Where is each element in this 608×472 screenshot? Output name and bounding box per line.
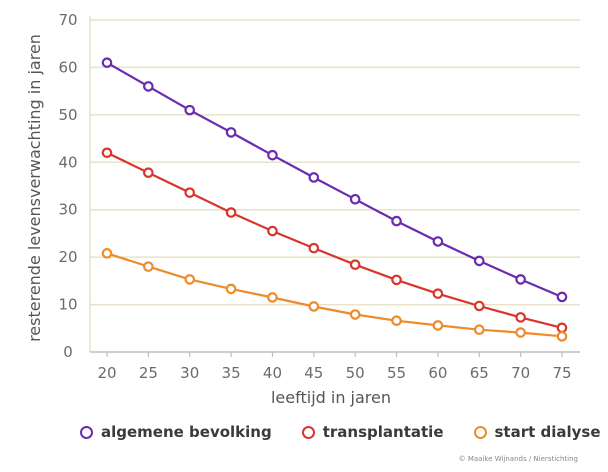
y-tick-label: 0 [63, 343, 73, 361]
y-tick-label: 50 [58, 106, 77, 124]
x-axis-title: leeftijd in jaren [271, 388, 391, 407]
data-point-transplantatie [267, 225, 278, 237]
data-point-algemene-bevolking [349, 193, 361, 205]
data-point-transplantatie [143, 167, 154, 179]
data-point-algemene-bevolking [432, 236, 444, 247]
legend-label: algemene bevolking [101, 423, 272, 441]
legend-label: start dialyse [494, 423, 601, 441]
x-tick-label: 35 [222, 364, 241, 382]
data-point-transplantatie [391, 274, 402, 286]
legend-marker-transplantatie [301, 425, 315, 439]
x-tick-label: 75 [552, 364, 571, 382]
data-point-transplantatie [556, 322, 568, 334]
data-point-transplantatie [473, 300, 485, 312]
data-point-start-dialyse [267, 292, 278, 303]
credit-text: © Maaike Wijnands / Nierstichting [458, 455, 578, 463]
data-point-transplantatie [432, 288, 444, 299]
data-point-algemene-bevolking [101, 57, 113, 68]
x-tick-label: 55 [387, 364, 406, 382]
data-point-algemene-bevolking [143, 81, 154, 92]
x-tick-label: 40 [263, 364, 282, 382]
x-tick-label: 20 [97, 364, 116, 382]
data-point-start-dialyse [225, 283, 237, 295]
legend-item-algemene-bevolking: algemene bevolking [80, 423, 272, 441]
legend-item-transplantatie: transplantatie [301, 423, 444, 441]
data-point-algemene-bevolking [515, 274, 526, 285]
x-tick-label: 50 [346, 364, 365, 382]
legend-marker-algemene-bevolking [80, 425, 93, 439]
y-tick-label: 40 [58, 153, 77, 171]
y-tick-label: 10 [58, 296, 77, 314]
series-layer [101, 57, 568, 342]
y-tick-label: 30 [58, 201, 77, 219]
data-point-algemene-bevolking [391, 215, 402, 227]
series-line-start-dialyse [106, 252, 563, 338]
data-point-start-dialyse [432, 320, 444, 331]
data-point-start-dialyse [473, 324, 485, 336]
legend-item-start-dialyse: start dialyse [473, 423, 601, 441]
data-point-algemene-bevolking [267, 149, 278, 161]
legend: algemene bevolking transplantatie start … [80, 423, 601, 441]
y-tick-label: 60 [58, 58, 77, 76]
data-point-start-dialyse [556, 331, 568, 342]
y-tick-label: 20 [58, 248, 77, 266]
data-point-start-dialyse [143, 261, 154, 272]
data-point-algemene-bevolking [556, 291, 568, 303]
data-point-algemene-bevolking [308, 172, 320, 183]
x-tick-label: 25 [139, 364, 158, 382]
y-tick-label: 70 [58, 11, 77, 29]
data-point-transplantatie [101, 147, 113, 159]
data-point-algemene-bevolking [184, 104, 196, 116]
data-point-transplantatie [349, 259, 361, 271]
x-tick-label: 30 [180, 364, 199, 382]
y-axis-title: resterende levensverwachting in jaren [25, 34, 44, 342]
legend-marker-start-dialyse [473, 425, 487, 439]
data-point-start-dialyse [308, 301, 320, 312]
data-point-start-dialyse [184, 274, 196, 285]
legend-label: transplantatie [322, 423, 444, 441]
data-point-start-dialyse [101, 248, 113, 259]
data-point-start-dialyse [515, 327, 526, 338]
data-point-transplantatie [184, 187, 196, 198]
series-line-transplantatie [106, 151, 563, 329]
axes [89, 16, 580, 357]
tick-labels: 0 10 20 30 40 50 60 70 20 25 30 35 40 45 50 55 60 65 70 75 [58, 11, 571, 382]
series-algemene-bevolking [101, 57, 568, 303]
gridlines [90, 19, 580, 306]
series-start-dialyse [101, 248, 568, 342]
series-transplantatie [101, 147, 568, 334]
data-point-transplantatie [308, 242, 320, 254]
data-point-algemene-bevolking [225, 127, 237, 138]
x-tick-label: 60 [428, 364, 447, 382]
data-point-transplantatie [515, 312, 526, 323]
data-point-transplantatie [225, 207, 237, 218]
data-point-start-dialyse [349, 309, 361, 320]
data-point-start-dialyse [391, 315, 402, 326]
series-line-algemene-bevolking [106, 61, 563, 299]
x-tick-label: 45 [304, 364, 323, 382]
x-tick-label: 65 [470, 364, 489, 382]
data-point-algemene-bevolking [473, 255, 485, 267]
x-tick-label: 70 [511, 364, 530, 382]
